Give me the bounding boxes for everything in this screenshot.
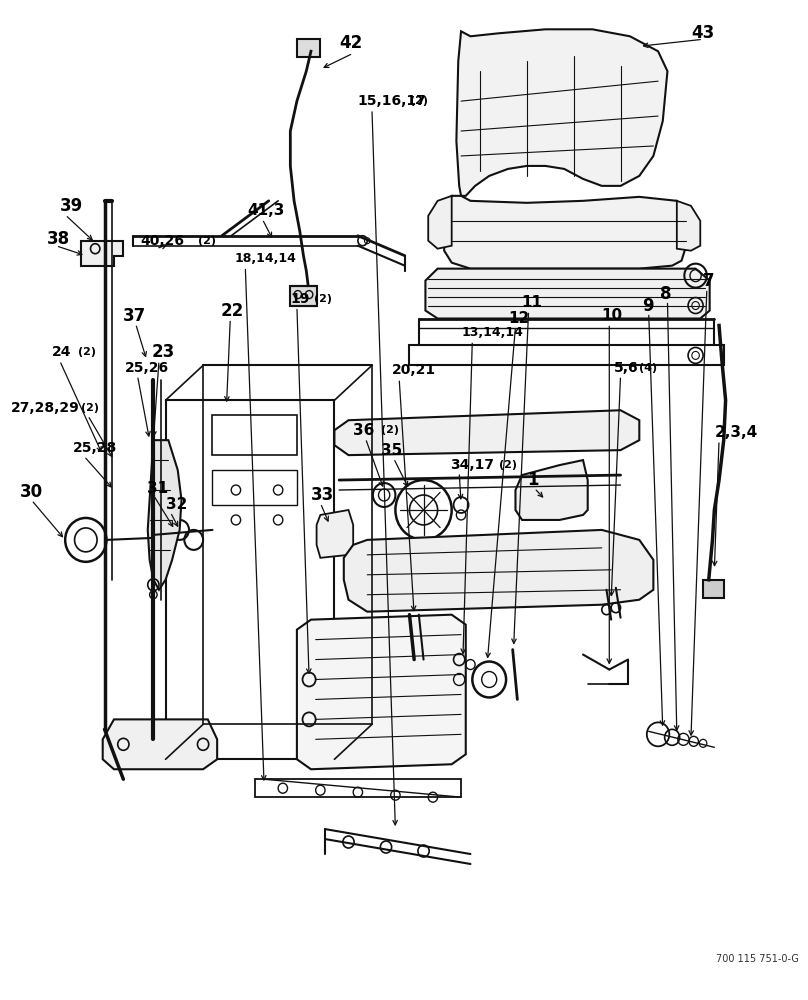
Text: 39: 39 <box>60 197 82 215</box>
Bar <box>297 39 320 57</box>
Text: 5,6: 5,6 <box>614 361 638 375</box>
Text: 35: 35 <box>381 443 402 458</box>
Bar <box>213 470 297 505</box>
Text: 38: 38 <box>46 230 69 248</box>
Text: (2): (2) <box>78 347 96 357</box>
Polygon shape <box>677 201 701 251</box>
Text: 13,14,14: 13,14,14 <box>461 326 523 339</box>
Text: 33: 33 <box>311 486 335 504</box>
Text: 700 115 751-0-G: 700 115 751-0-G <box>716 954 799 964</box>
Text: 34,17: 34,17 <box>450 458 494 472</box>
Polygon shape <box>343 530 654 612</box>
Text: 22: 22 <box>221 302 244 320</box>
Text: 10: 10 <box>602 308 623 323</box>
Text: 24: 24 <box>52 345 72 359</box>
Text: 8: 8 <box>660 285 671 303</box>
Bar <box>255 779 461 797</box>
Text: 36: 36 <box>353 423 375 438</box>
Text: 9: 9 <box>642 297 654 315</box>
Polygon shape <box>81 241 124 266</box>
Text: (2): (2) <box>199 236 217 246</box>
Polygon shape <box>317 510 353 558</box>
Text: (2): (2) <box>381 425 399 435</box>
Text: 31: 31 <box>147 481 168 496</box>
Polygon shape <box>103 719 217 769</box>
Text: 42: 42 <box>339 34 362 52</box>
Polygon shape <box>444 196 686 269</box>
Text: 40,26: 40,26 <box>141 234 184 248</box>
Polygon shape <box>516 460 587 520</box>
Text: 27,28,29: 27,28,29 <box>11 401 79 415</box>
Text: 25,28: 25,28 <box>73 441 117 455</box>
Polygon shape <box>335 410 639 455</box>
Text: 19: 19 <box>290 292 309 306</box>
Text: 12: 12 <box>508 311 529 326</box>
Polygon shape <box>426 269 709 319</box>
Text: 43: 43 <box>691 24 714 42</box>
Text: 15,16,17: 15,16,17 <box>358 94 427 108</box>
Text: 37: 37 <box>124 307 146 325</box>
Bar <box>290 286 317 306</box>
Text: 20,21: 20,21 <box>392 363 436 377</box>
Text: 7: 7 <box>703 272 715 290</box>
Text: 2,3,4: 2,3,4 <box>714 425 758 440</box>
Polygon shape <box>297 615 465 769</box>
Text: (2): (2) <box>499 460 516 470</box>
Bar <box>703 580 724 598</box>
Bar <box>213 415 297 455</box>
Text: 11: 11 <box>521 295 542 310</box>
Polygon shape <box>457 29 667 196</box>
Text: 30: 30 <box>20 483 44 501</box>
Bar <box>410 345 724 365</box>
Text: (2): (2) <box>81 403 99 413</box>
Polygon shape <box>428 196 452 249</box>
Text: 41,3: 41,3 <box>247 203 284 218</box>
Polygon shape <box>148 440 182 590</box>
Text: (2): (2) <box>410 96 428 106</box>
Text: (4): (4) <box>639 363 658 373</box>
Text: 18,14,14: 18,14,14 <box>235 252 297 265</box>
Text: 25,26: 25,26 <box>125 361 170 375</box>
Bar <box>166 400 335 759</box>
Text: 23: 23 <box>151 343 175 361</box>
Text: (2): (2) <box>314 294 332 304</box>
Text: 32: 32 <box>166 497 187 512</box>
Text: 1: 1 <box>527 471 538 489</box>
